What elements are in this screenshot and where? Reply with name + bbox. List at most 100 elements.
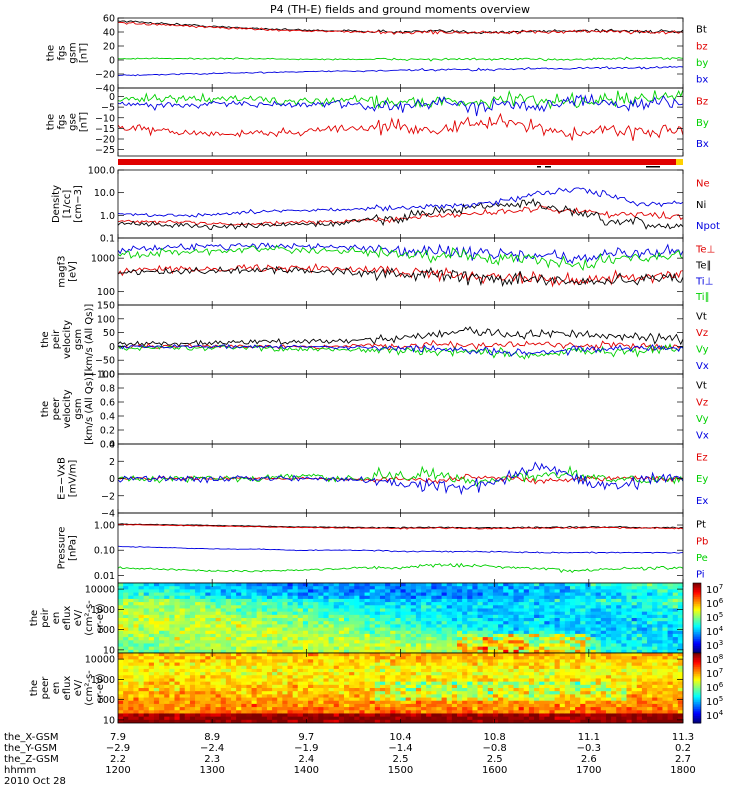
y-axis-label: en [51, 612, 62, 625]
legend-te: Te⊥ [695, 244, 715, 255]
y-axis-label: [cm−3] [73, 185, 84, 223]
y-tick-label: −5 [101, 103, 115, 114]
x-axis-value: 1300 [199, 765, 224, 776]
x-axis-value: 10.4 [389, 732, 411, 743]
y-axis-label: eV/ [73, 679, 84, 696]
y-axis-label: Pressure [57, 527, 68, 570]
legend-pi: Pi [696, 570, 705, 581]
y-tick-label: 0.8 [100, 384, 115, 395]
x-axis-row-label: hhmm [4, 765, 36, 776]
y-axis-label: eflux [62, 676, 73, 701]
y-axis-label: [nPa] [68, 535, 79, 561]
y-tick-label: 0.01 [94, 571, 115, 582]
y-axis-label: peer [51, 397, 62, 421]
y-tick-label: 60 [103, 14, 115, 25]
y-tick-label: 100 [97, 314, 115, 325]
legend-vz: Vz [696, 397, 708, 408]
panel-density: 100.0 10.0 1.0 0.1 Density [1/cc] [cm−3] Ne Ni Np… [51, 166, 720, 245]
legend-vt: Vt [696, 312, 707, 323]
series-line-pi [118, 545, 683, 554]
panel-frame [117, 512, 684, 584]
x-axis-value: −2.9 [106, 743, 130, 754]
x-axis-value: 2.2 [110, 754, 126, 765]
x-axis-value: 1400 [294, 765, 319, 776]
y-axis-label: gsm [68, 42, 79, 63]
x-axis-value: −1.9 [294, 743, 318, 754]
figure-title: P4 (TH-E) fields and ground moments over… [270, 3, 530, 16]
x-axis-value: 2.6 [581, 754, 597, 765]
y-tick-label: 1000 [91, 254, 115, 265]
y-axis-label: Density [51, 185, 62, 223]
y-axis-label: peir [51, 329, 62, 349]
y-tick-label: 10 [103, 715, 115, 726]
y-axis-label: eV/ [73, 609, 84, 626]
y-tick-label: 10000 [85, 585, 115, 596]
x-axis-value: 8.9 [204, 732, 220, 743]
y-axis-label: [km/s (All Qs)] [84, 304, 95, 376]
y-tick-label: −15 [95, 124, 115, 135]
x-axis-value: 2.5 [393, 754, 409, 765]
y-tick-label: 10000 [85, 655, 115, 666]
series-line-by [118, 56, 683, 62]
x-axis-value: 11.3 [672, 732, 694, 743]
series-line-te [118, 262, 683, 288]
y-tick-label: 0.4 [100, 412, 115, 423]
x-axis-value: 11.1 [578, 732, 600, 743]
y-tick-label: 100 [97, 287, 115, 298]
series-line-bz [118, 112, 683, 141]
legend-vy: Vy [696, 414, 709, 425]
spectrogram-peer_eflux [118, 653, 683, 723]
y-axis-label: fgs [57, 114, 68, 129]
x-axis-value: 1200 [105, 765, 130, 776]
series-line-pb [118, 523, 683, 530]
y-axis-label: gsm [73, 398, 84, 419]
panel-frame [117, 17, 684, 89]
y-axis-label: sr-eV) [95, 603, 106, 632]
y-tick-label: −20 [95, 135, 115, 146]
y-axis-label: [1/cc] [62, 190, 73, 219]
y-axis-label: velocity [62, 320, 73, 359]
y-axis-label: magf3 [57, 255, 68, 287]
panel-peir_vel: 150 100 50 0 −50 −100 the peir velocity gsm [km/s … [40, 301, 709, 381]
y-tick-label: 100.0 [88, 166, 115, 177]
series-line-vy [118, 342, 683, 360]
y-tick-label: 0.6 [100, 398, 115, 409]
y-tick-label: 2 [109, 457, 115, 468]
panel-fgs_gse: 0−5−10−15−20−25 the fgs gse [nT] Bz By Bx [46, 87, 709, 157]
panel-frame [117, 237, 684, 306]
y-tick-label: −20 [95, 70, 115, 81]
x-axis-value: −1.4 [388, 743, 412, 754]
y-tick-label: 20 [103, 42, 115, 53]
legend-vy: Vy [696, 344, 709, 355]
panel-pressure: 1.00 0.10 0.01 Pressure [nPa] Pt Pb Pe Pi [57, 512, 708, 584]
y-axis-label: [km/s (All Qs)] [84, 373, 95, 445]
status-bar [118, 159, 683, 168]
y-axis-label: [mV/m] [68, 460, 79, 498]
legend-ez: Ez [696, 453, 708, 464]
x-axis-value: 1600 [482, 765, 507, 776]
series-line-vx [118, 343, 683, 357]
colorbar-label: 104 [706, 709, 724, 722]
y-axis-label: [eV] [68, 261, 79, 282]
x-axis-value: 9.7 [298, 732, 314, 743]
series-line-te [118, 265, 683, 288]
panel-frame [117, 373, 684, 445]
legend-pb: Pb [696, 536, 708, 547]
colorbar-label: 106 [706, 681, 724, 694]
legend-bx: Bx [696, 139, 709, 150]
x-axis-value: 2.4 [298, 754, 314, 765]
legend-by: By [696, 118, 709, 129]
legend-ex: Ex [696, 496, 708, 507]
legend-te: Te∥ [695, 260, 712, 271]
y-tick-label: −4 [101, 509, 115, 520]
y-tick-label: 150 [97, 301, 115, 312]
y-axis-label: the [46, 114, 57, 130]
y-tick-label: −10 [95, 113, 115, 124]
colorbar-label: 105 [706, 695, 723, 708]
panel-frame [117, 87, 684, 157]
y-tick-label: 0.1 [100, 234, 115, 245]
y-tick-label: 0.0 [100, 440, 115, 451]
